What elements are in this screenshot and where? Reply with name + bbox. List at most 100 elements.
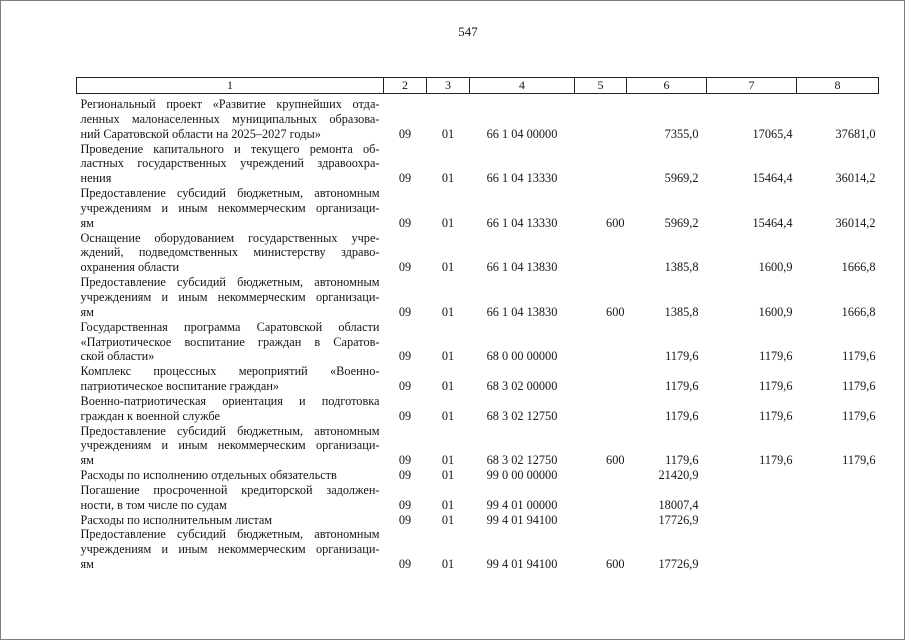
cell-amount-year2: [707, 513, 797, 528]
cell-razdel-code: 09: [398, 497, 412, 512]
cell-expense-type-code: [575, 94, 627, 142]
cell-amount-year3: 1666,8: [841, 260, 876, 275]
cell-amount-year2: 1179,6: [759, 379, 793, 394]
cell-expense-type-code: [575, 513, 627, 528]
cell-target-article-code: 66 1 04 13330: [486, 171, 558, 186]
column-header-1: 1: [76, 77, 384, 94]
cell-amount-year2: 1179,6: [759, 408, 793, 423]
cell-razdel-code: 09: [398, 215, 412, 230]
cell-expense-type-code: [575, 320, 627, 365]
cell-amount-year3: 1666,8: [841, 304, 876, 319]
cell-podrazdel-code: 01: [441, 557, 455, 572]
cell-podrazdel-code: 01: [441, 408, 455, 423]
cell-expense-name: Расходы по исполнительным листам: [80, 512, 273, 527]
cell-razdel-code: 09: [398, 349, 412, 364]
cell-amount-year1: 1385,8: [664, 304, 699, 319]
cell-amount-year1: 21420,9: [658, 468, 699, 483]
cell-amount-year1: 5969,2: [664, 171, 699, 186]
cell-razdel-code: 09: [398, 512, 412, 527]
cell-target-article-code: 99 4 01 94100: [486, 557, 558, 572]
cell-expense-type-code: [575, 364, 627, 394]
column-header-8: 8: [796, 77, 879, 94]
cell-amount-year2: 1179,6: [759, 453, 793, 468]
page-number: 547: [458, 24, 478, 39]
cell-razdel-code: 09: [398, 468, 412, 483]
cell-target-article-code: 66 1 04 00000: [486, 126, 558, 141]
cell-expense-type-code: [575, 394, 627, 424]
cell-expense-type-code: [575, 142, 627, 187]
cell-podrazdel-code: 01: [441, 379, 455, 394]
cell-target-article-code: 99 4 01 00000: [486, 497, 558, 512]
cell-target-article-code: 99 4 01 94100: [486, 512, 558, 527]
table-row: Оснащение оборудованием государственных …: [77, 231, 879, 276]
cell-expense-type-code: [575, 483, 627, 513]
cell-expense-name: Региональный проект «Развитие крупнейших…: [80, 97, 380, 141]
cell-expense-type-code: [575, 231, 627, 276]
cell-amount-year2: [707, 483, 797, 513]
cell-target-article-code: 68 0 00 00000: [486, 349, 558, 364]
header-row: 1 2 3 4 5 6 7 8: [76, 77, 879, 94]
cell-amount-year2: 15464,4: [752, 171, 793, 186]
table-row: Государственная программа Саратовской об…: [77, 320, 879, 365]
column-header-6: 6: [626, 77, 707, 94]
cell-razdel-code: 09: [398, 408, 412, 423]
cell-amount-year2: 17065,4: [752, 126, 793, 141]
table-body: Региональный проект «Развитие крупнейших…: [77, 94, 879, 573]
cell-razdel-code: 09: [398, 171, 412, 186]
cell-amount-year3: [797, 513, 879, 528]
cell-amount-year3: 36014,2: [835, 171, 876, 186]
cell-razdel-code: 09: [398, 557, 412, 572]
cell-amount-year2: 1600,9: [758, 304, 793, 319]
cell-expense-name: Предоставление субсидий бюджетным, автон…: [80, 186, 380, 230]
table-row: Предоставление субсидий бюджетным, автон…: [77, 275, 879, 320]
cell-expense-name: Военно-патриотическая ориентация и подго…: [80, 393, 380, 423]
cell-expense-name: Расходы по исполнению отдельных обязател…: [80, 468, 337, 483]
cell-podrazdel-code: 01: [441, 126, 455, 141]
cell-amount-year1: 1385,8: [664, 260, 699, 275]
cell-target-article-code: 68 3 02 12750: [486, 408, 558, 423]
cell-razdel-code: 09: [398, 126, 412, 141]
cell-expense-type-code: 600: [606, 453, 625, 468]
cell-amount-year1: 1179,6: [665, 408, 699, 423]
cell-target-article-code: 66 1 04 13330: [486, 215, 558, 230]
cell-podrazdel-code: 01: [441, 453, 455, 468]
cell-amount-year2: 1600,9: [758, 260, 793, 275]
cell-amount-year3: 36014,2: [835, 215, 876, 230]
cell-expense-type-code: 600: [606, 304, 625, 319]
column-header-4: 4: [469, 77, 575, 94]
column-header-2: 2: [383, 77, 427, 94]
cell-amount-year2: [707, 527, 797, 572]
cell-amount-year3: 1179,6: [842, 408, 876, 423]
cell-expense-name: Предоставление субсидий бюджетным, автон…: [80, 527, 380, 572]
table-header: 1 2 3 4 5 6 7 8: [76, 77, 879, 94]
cell-expense-name: Предоставление субсидий бюджетным, автон…: [80, 275, 380, 319]
cell-podrazdel-code: 01: [441, 304, 455, 319]
cell-amount-year2: [707, 468, 797, 483]
cell-expense-name: Комплекс процессных мероприятий «Военно-…: [80, 364, 380, 394]
cell-expense-type-code: 600: [606, 215, 625, 230]
table-row: Комплекс процессных мероприятий «Военно-…: [77, 364, 879, 394]
cell-amount-year2: 1179,6: [759, 349, 793, 364]
cell-razdel-code: 09: [398, 379, 412, 394]
cell-amount-year1: 7355,0: [664, 126, 699, 141]
table-row: Предоставление субсидий бюджетным, автон…: [77, 424, 879, 469]
cell-podrazdel-code: 01: [441, 215, 455, 230]
cell-amount-year3: 1179,6: [842, 453, 876, 468]
cell-expense-name: Проведение капитального и текущего ремон…: [80, 141, 380, 186]
cell-target-article-code: 66 1 04 13830: [486, 304, 558, 319]
table-row: Региональный проект «Развитие крупнейших…: [77, 94, 879, 142]
cell-expense-type-code: 600: [606, 557, 625, 572]
table-row: Проведение капитального и текущего ремон…: [77, 142, 879, 187]
table-row: Предоставление субсидий бюджетным, автон…: [77, 527, 879, 572]
cell-expense-name: Погашение просроченной кредиторской задо…: [80, 482, 380, 512]
cell-podrazdel-code: 01: [441, 260, 455, 275]
table-row: Погашение просроченной кредиторской задо…: [77, 483, 879, 513]
cell-expense-name: Государственная программа Саратовской об…: [80, 319, 380, 364]
cell-target-article-code: 68 3 02 12750: [486, 453, 558, 468]
table-row: Расходы по исполнению отдельных обязател…: [77, 468, 879, 483]
cell-amount-year1: 17726,9: [658, 512, 699, 527]
cell-target-article-code: 99 0 00 00000: [486, 468, 558, 483]
cell-razdel-code: 09: [398, 304, 412, 319]
table-row: Предоставление субсидий бюджетным, автон…: [77, 186, 879, 231]
